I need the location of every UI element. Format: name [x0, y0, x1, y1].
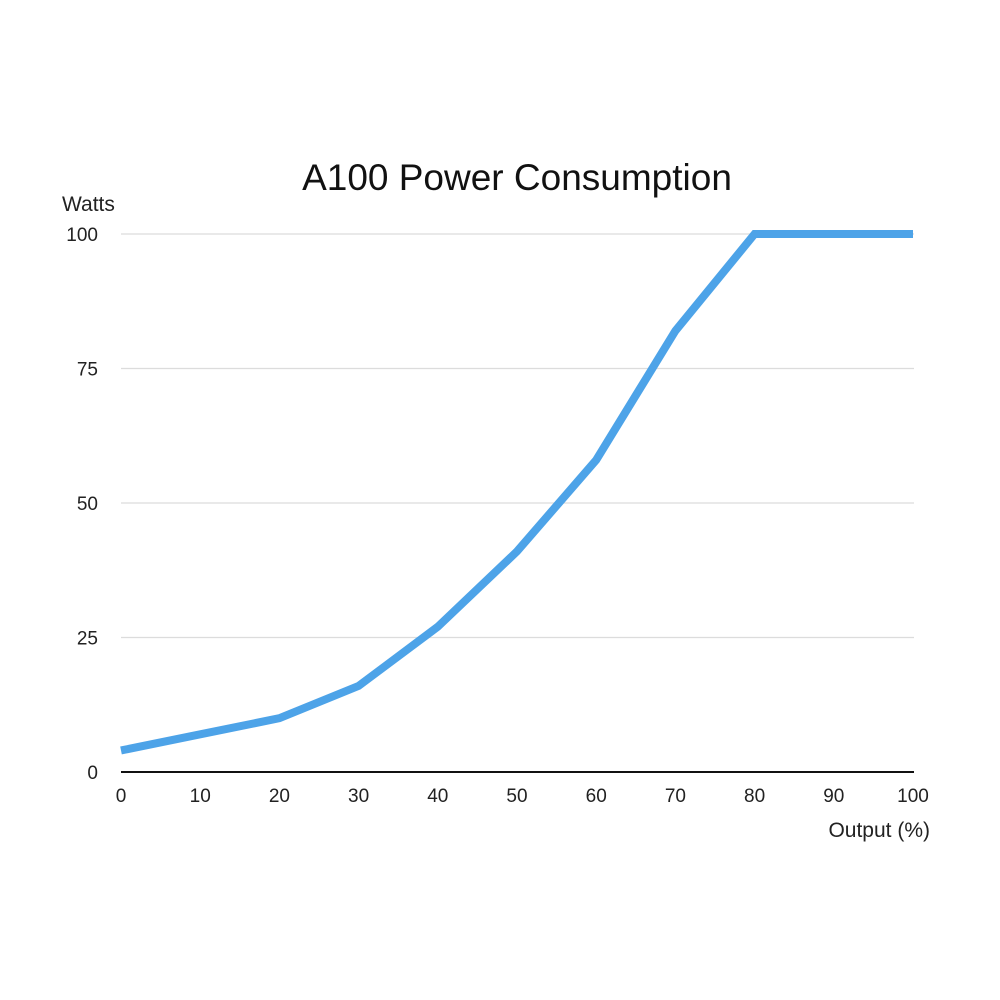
x-axis-label: Output (%): [828, 819, 930, 842]
series-line: [120, 230, 913, 755]
x-tick-label: 0: [116, 786, 127, 807]
x-tick-label: 70: [665, 786, 686, 807]
x-tick-label: 80: [744, 786, 765, 807]
y-tick-label: 100: [66, 225, 98, 246]
x-tick-label: 100: [897, 786, 929, 807]
y-axis-label: Watts: [62, 193, 115, 216]
x-tick-label: 30: [348, 786, 369, 807]
y-tick-label: 75: [77, 360, 98, 381]
x-tick-label: 20: [269, 786, 290, 807]
x-tick-label: 10: [190, 786, 211, 807]
y-tick-label: 25: [77, 629, 98, 650]
x-tick-label: 50: [506, 786, 527, 807]
x-tick-label: 90: [823, 786, 844, 807]
x-tick-label: 60: [586, 786, 607, 807]
y-tick-label: 0: [87, 763, 98, 784]
x-tick-label: 40: [427, 786, 448, 807]
y-tick-label: 50: [77, 494, 98, 515]
chart-title: A100 Power Consumption: [302, 157, 732, 198]
